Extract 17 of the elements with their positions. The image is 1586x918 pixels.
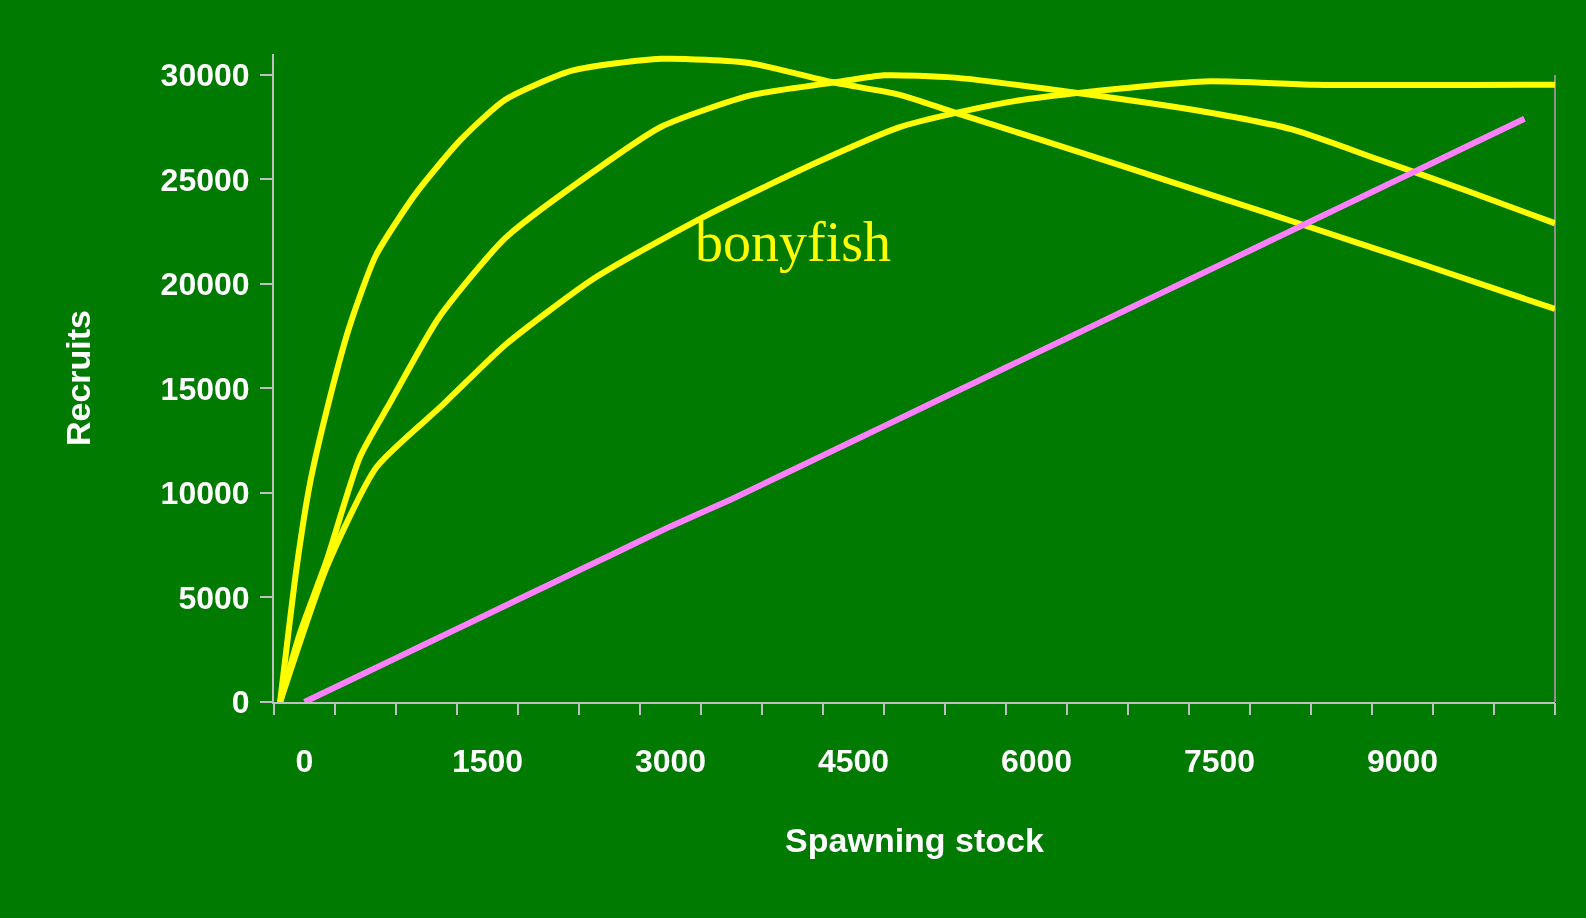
x-tick-label: 6000	[1000, 743, 1073, 780]
x-axis-title: Spawning stock	[785, 821, 1044, 860]
y-tick-label: 30000	[160, 57, 250, 94]
x-tick-label: 1500	[451, 743, 524, 780]
y-tick-label: 0	[231, 684, 250, 721]
x-tick-label: 7500	[1183, 743, 1256, 780]
y-tick-label: 20000	[160, 266, 250, 303]
y-tick-label: 15000	[160, 370, 250, 407]
y-tick-label: 25000	[160, 161, 250, 198]
y-axis-title: Recruits	[58, 309, 97, 447]
x-tick-label: 3000	[634, 743, 707, 780]
x-tick-label: 4500	[817, 743, 890, 780]
y-tick-label: 5000	[178, 579, 250, 616]
y-tick-label: 10000	[160, 475, 250, 512]
x-tick-label: 0	[295, 743, 314, 780]
x-tick-label: 9000	[1366, 743, 1439, 780]
annotation: bonyfish	[695, 211, 891, 273]
